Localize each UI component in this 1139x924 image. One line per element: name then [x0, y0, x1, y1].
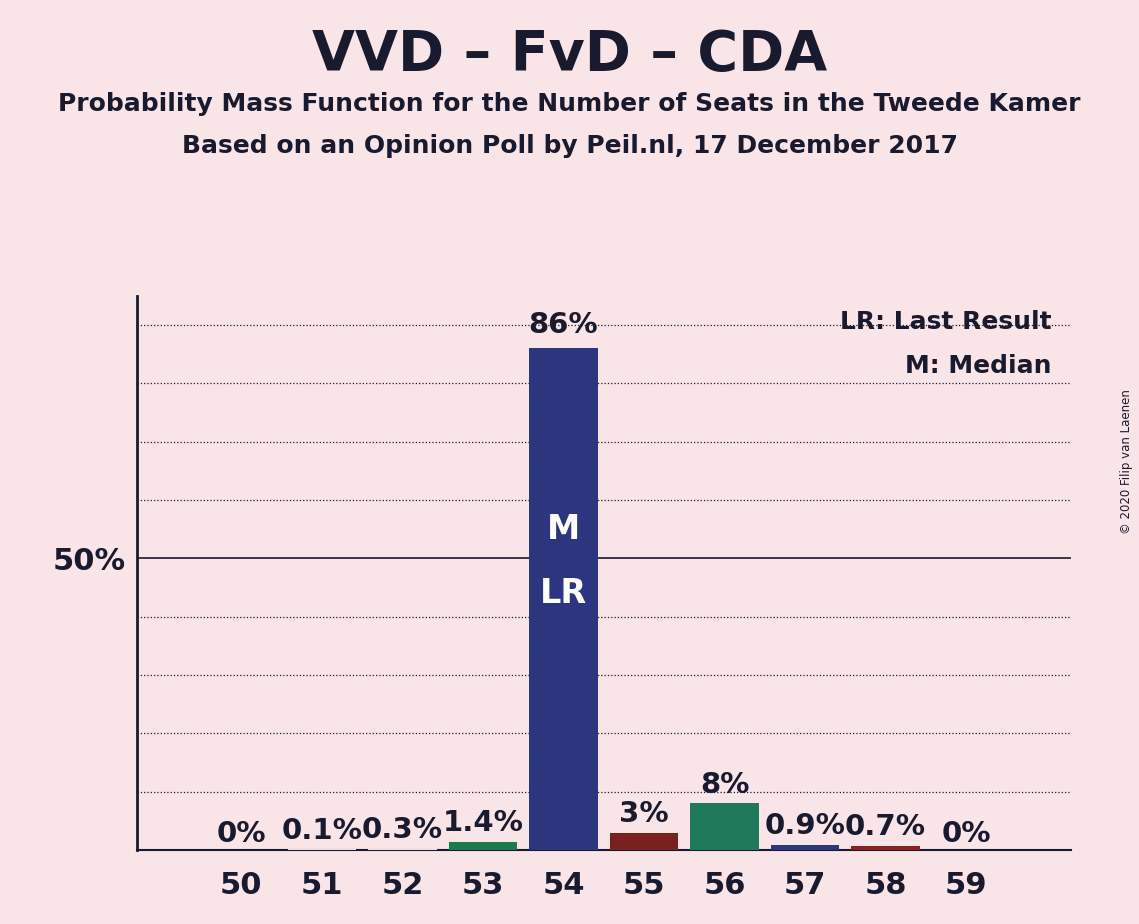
- Text: 8%: 8%: [699, 771, 749, 798]
- Text: 0.3%: 0.3%: [362, 816, 443, 844]
- Text: © 2020 Filip van Laenen: © 2020 Filip van Laenen: [1121, 390, 1133, 534]
- Text: 3%: 3%: [620, 800, 669, 828]
- Text: Based on an Opinion Poll by Peil.nl, 17 December 2017: Based on an Opinion Poll by Peil.nl, 17 …: [181, 134, 958, 158]
- Bar: [851, 846, 919, 850]
- Bar: [609, 833, 678, 850]
- Text: 0.7%: 0.7%: [845, 813, 926, 842]
- Text: 86%: 86%: [528, 311, 598, 339]
- Text: LR: LR: [540, 577, 587, 610]
- Text: 0.1%: 0.1%: [281, 817, 362, 845]
- Bar: [530, 348, 598, 850]
- Text: 0%: 0%: [216, 821, 267, 848]
- Text: 0.9%: 0.9%: [764, 812, 845, 840]
- Bar: [771, 845, 839, 850]
- Bar: [368, 848, 436, 850]
- Text: M: Median: M: Median: [906, 354, 1052, 378]
- Text: LR: Last Result: LR: Last Result: [841, 310, 1052, 334]
- Text: 0%: 0%: [941, 821, 991, 848]
- Text: VVD – FvD – CDA: VVD – FvD – CDA: [312, 28, 827, 81]
- Bar: [449, 842, 517, 850]
- Text: 1.4%: 1.4%: [442, 809, 523, 837]
- Text: M: M: [547, 513, 580, 545]
- Text: Probability Mass Function for the Number of Seats in the Tweede Kamer: Probability Mass Function for the Number…: [58, 92, 1081, 116]
- Bar: [690, 803, 759, 850]
